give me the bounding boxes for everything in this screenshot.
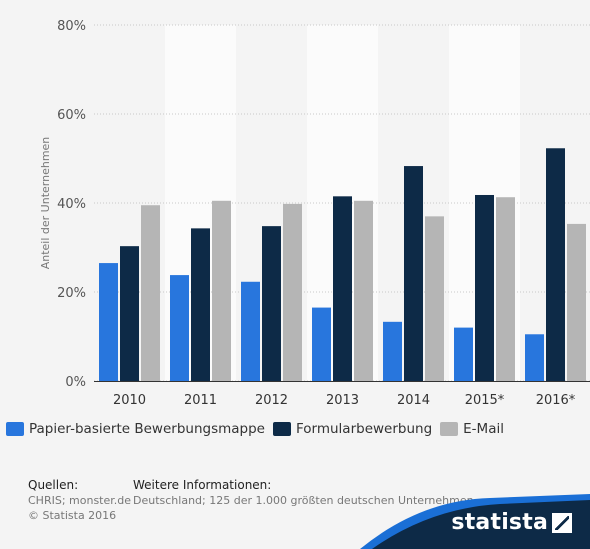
x-tick-label: 2012 — [255, 393, 288, 408]
legend-label-papier: Papier-basierte Bewerbungsmappe — [29, 421, 265, 437]
info-heading: Weitere Informationen: — [133, 478, 272, 492]
bar-2 — [475, 194, 494, 381]
bar-2 — [546, 148, 565, 381]
sources-block: Quellen: CHRIS; monster.de © Statista 20… — [28, 478, 131, 523]
bar-3 — [567, 223, 586, 381]
legend: Papier-basierte Bewerbungsmappe Formular… — [6, 421, 512, 437]
bar-3 — [354, 200, 373, 381]
statista-logo-icon — [552, 512, 572, 533]
sources-heading: Quellen: — [28, 478, 79, 492]
bar-2 — [404, 166, 423, 381]
x-tick-label: 2013 — [326, 393, 359, 408]
x-tick-label: 2010 — [113, 393, 146, 408]
y-axis-label: Anteil der Unternehmen — [39, 137, 52, 270]
info-block: Weitere Informationen: Deutschland; 125 … — [133, 478, 474, 508]
x-tick-label: 2011 — [184, 393, 217, 408]
bar-3 — [283, 203, 302, 381]
legend-item-papier[interactable]: Papier-basierte Bewerbungsmappe — [6, 421, 265, 437]
x-tick-label: 2016* — [536, 393, 576, 408]
bar-3 — [496, 197, 515, 381]
bar-1 — [170, 275, 189, 381]
y-tick-label: 0% — [65, 375, 86, 390]
sources-text[interactable]: CHRIS; monster.de — [28, 494, 132, 507]
brand-wave — [360, 494, 590, 549]
copyright-text: © Statista 2016 — [28, 509, 117, 522]
x-tick-label: 2015* — [465, 393, 505, 408]
bar-1 — [99, 263, 118, 381]
bar-1 — [241, 281, 260, 381]
statista-logo[interactable]: statista — [451, 510, 572, 535]
y-tick-label: 20% — [57, 286, 86, 301]
legend-label-email: E-Mail — [463, 421, 504, 437]
bar-1 — [525, 334, 544, 381]
bar-2 — [191, 228, 210, 381]
brand-text: statista — [451, 510, 548, 535]
bar-1 — [312, 307, 331, 381]
info-text: Deutschland; 125 der 1.000 größten deuts… — [133, 494, 474, 507]
legend-item-email[interactable]: E-Mail — [440, 421, 504, 437]
y-tick-label: 60% — [57, 108, 86, 123]
y-tick-label: 80% — [57, 19, 86, 34]
legend-swatch-formular — [272, 422, 291, 436]
legend-label-formular: Formularbewerbung — [295, 421, 433, 437]
bar-2 — [120, 246, 139, 381]
legend-swatch-papier — [6, 422, 24, 436]
bar-2 — [262, 226, 281, 381]
bar-chart: 0% 20% 40% 60% 80% Anteil der Unternehmen 2010… — [39, 19, 590, 408]
bar-3 — [141, 205, 160, 381]
bar-3 — [425, 216, 444, 381]
bar-1 — [383, 321, 402, 381]
footer: Quellen: CHRIS; monster.de © Statista 20… — [0, 470, 590, 549]
y-tick-label: 40% — [57, 197, 86, 212]
bar-1 — [454, 327, 473, 381]
legend-item-formular[interactable]: Formularbewerbung — [272, 421, 433, 437]
bar-2 — [333, 196, 352, 381]
legend-swatch-email — [440, 422, 459, 436]
bar-3 — [212, 200, 231, 381]
x-tick-label: 2014 — [397, 393, 430, 408]
